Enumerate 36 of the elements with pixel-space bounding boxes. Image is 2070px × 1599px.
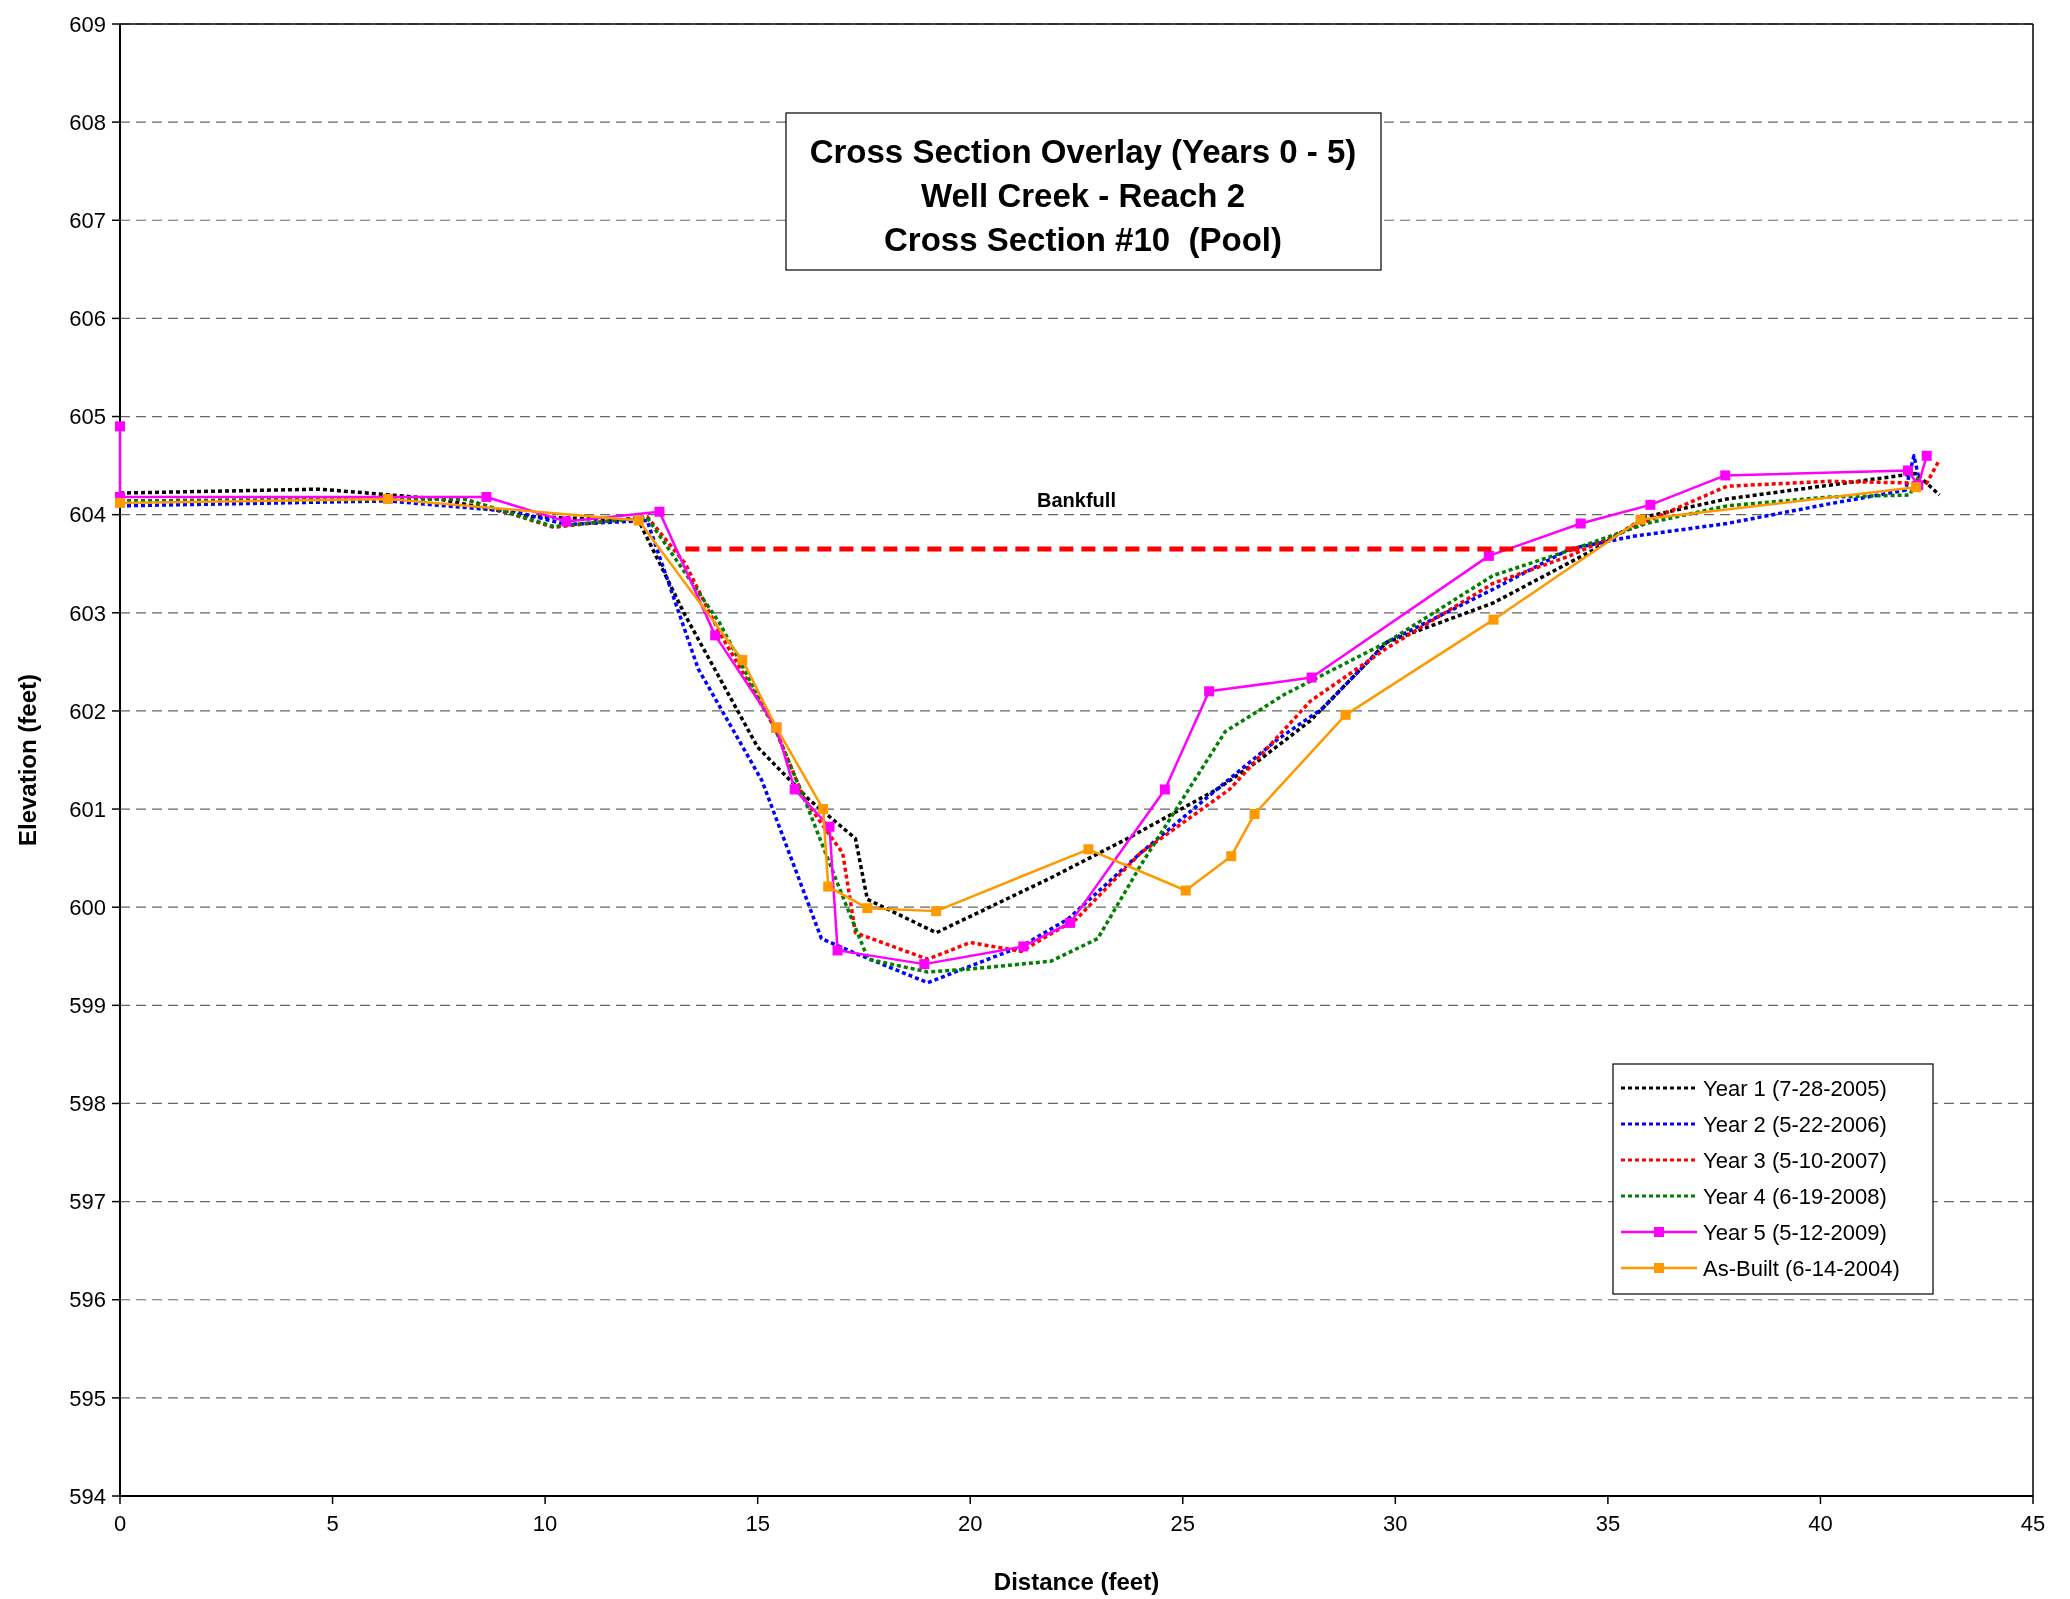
y-tick-label: 599 [69, 993, 106, 1019]
x-tick-label: 0 [113, 1511, 127, 1536]
x-tick-label: 25 [1170, 1511, 1196, 1536]
x-tick-label: 5 [326, 1511, 339, 1536]
x-tick-label: 45 [2020, 1511, 2046, 1536]
x-tick-label: 40 [1808, 1511, 1833, 1536]
y-axis-title: Elevation (feet) [14, 673, 41, 847]
y-tick-label: 595 [69, 1385, 106, 1411]
y-tick-label: 601 [69, 796, 106, 822]
legend-label: Year 5 (5-12-2009) [1703, 1219, 1887, 1245]
x-tick-label: 30 [1383, 1511, 1408, 1536]
y-tick-label: 596 [69, 1287, 106, 1313]
y-tick-label: 608 [69, 109, 106, 135]
legend-label: Year 3 (5-10-2007) [1703, 1147, 1887, 1173]
y-tick-label: 606 [69, 306, 106, 332]
y-tick-label: 603 [69, 600, 106, 626]
text: Cross Section Overlay (Years 0 - 5) Well Creek - Reach 2 Cross Section #10 (Pool) [809, 133, 1357, 258]
y-tick-label: 600 [69, 894, 106, 920]
y-tick-label: 598 [69, 1091, 106, 1117]
x-tick-label: 15 [745, 1511, 770, 1536]
y-tick-label: 607 [69, 207, 106, 233]
y-tick-label: 597 [69, 1189, 106, 1215]
legend-label: Year 1 (7-28-2005) [1703, 1075, 1887, 1101]
x-tick-label: 20 [957, 1511, 983, 1536]
y-tick-label: 602 [69, 698, 106, 724]
legend-label: Year 4 (6-19-2008) [1703, 1183, 1887, 1209]
y-tick-label: 604 [69, 502, 106, 528]
x-tick-label: 10 [532, 1511, 558, 1536]
legend-label: As-Built (6-14-2004) [1703, 1255, 1900, 1281]
x-tick-label: 35 [1595, 1511, 1621, 1536]
y-tick-label: 609 [69, 11, 106, 37]
legend-label: Year 2 (5-22-2006) [1703, 1111, 1887, 1137]
y-tick-label: 594 [69, 1483, 106, 1509]
annotation: Bankfull [1037, 488, 1116, 511]
x-axis-title: Distance (feet) [993, 1568, 1160, 1595]
y-tick-label: 605 [69, 404, 106, 430]
